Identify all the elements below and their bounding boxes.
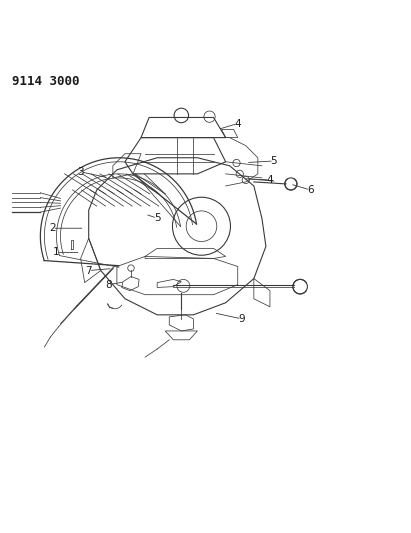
Text: 7: 7 — [85, 265, 92, 276]
Text: 5: 5 — [154, 213, 160, 223]
Text: 1: 1 — [53, 247, 60, 257]
Text: 2: 2 — [49, 223, 56, 233]
Text: 4: 4 — [267, 175, 273, 185]
Text: 3: 3 — [77, 167, 84, 177]
Text: 8: 8 — [106, 280, 112, 289]
Text: 6: 6 — [307, 185, 314, 195]
Text: 9114 3000: 9114 3000 — [12, 75, 80, 88]
Text: 5: 5 — [271, 156, 277, 166]
Text: 9: 9 — [238, 314, 245, 324]
Text: 4: 4 — [234, 118, 241, 128]
